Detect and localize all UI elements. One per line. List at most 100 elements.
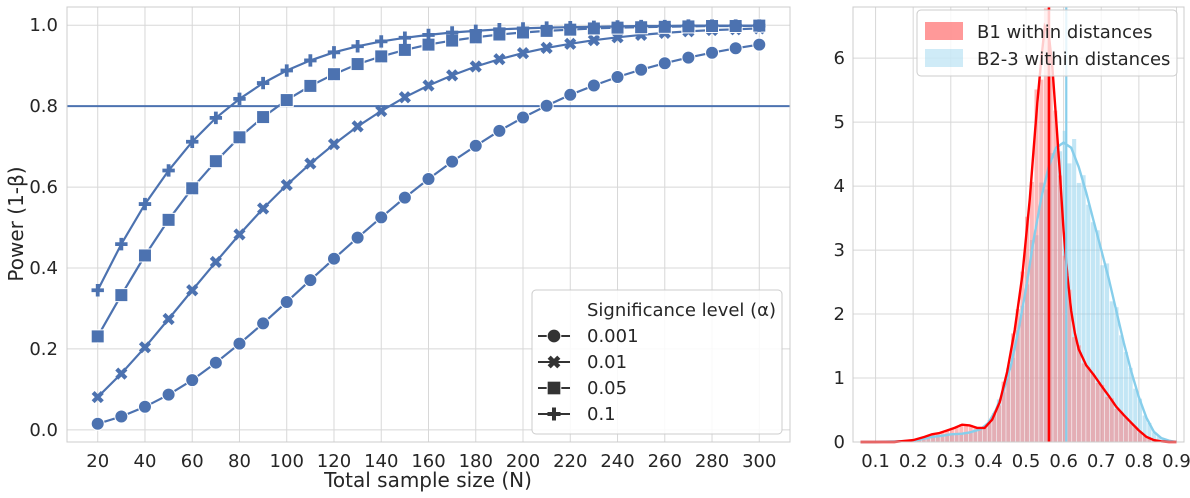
power-data-point [304, 157, 317, 170]
histogram-bar [1128, 422, 1133, 442]
histogram-bar [1095, 382, 1100, 442]
power-data-point [91, 284, 104, 297]
legend-swatch [925, 49, 963, 67]
histogram-x-tick-label: 0.9 [1162, 451, 1190, 472]
histogram-bar [1109, 301, 1114, 442]
power-data-point [208, 154, 223, 169]
power-data-point [114, 409, 129, 424]
histogram-x-tick-label: 0.3 [936, 451, 965, 472]
power-y-tick-label: 1.0 [29, 15, 58, 36]
power-y-tick-label: 0.8 [29, 96, 58, 117]
histogram-bars-b1 [898, 8, 1166, 443]
power-data-point [564, 37, 577, 50]
power-data-point [375, 104, 388, 118]
power-data-point [493, 53, 506, 66]
power-data-point [279, 93, 294, 108]
power-x-tick-label: 160 [411, 451, 445, 472]
legend-label: 0.001 [587, 326, 639, 347]
power-data-point [610, 70, 625, 85]
power-data-point [137, 248, 152, 263]
distance-legend-box [916, 9, 1178, 77]
power-data-point [257, 202, 270, 215]
power-data-point [375, 35, 388, 48]
histogram-x-tick-label: 0.7 [1087, 451, 1116, 472]
power-data-point [137, 399, 152, 414]
power-data-point [209, 255, 222, 269]
power-data-point [563, 87, 578, 102]
histogram-bar [992, 413, 997, 442]
power-data-point [469, 60, 482, 73]
power-data-point [682, 19, 695, 32]
power-x-tick-label: 140 [364, 451, 398, 472]
power-x-tick-label: 120 [317, 451, 351, 472]
histogram-bar [1006, 368, 1011, 442]
histogram-bar [1133, 426, 1138, 442]
histogram-bar [1015, 309, 1020, 442]
power-y-tick-label: 0.0 [29, 420, 58, 441]
histogram-bar [1001, 381, 1006, 442]
histogram-bar [1109, 398, 1114, 442]
power-x-tick-label: 240 [600, 451, 634, 472]
power-x-tick-label: 80 [228, 451, 251, 472]
power-x-tick-label: 100 [270, 451, 304, 472]
power-data-point [326, 67, 341, 82]
histogram-bar [1156, 436, 1161, 442]
distance-legend: B1 within distances B2-3 within distances [916, 9, 1178, 77]
kde-curve-b2-3 [860, 141, 1177, 444]
power-data-point [138, 197, 152, 211]
histogram-bar [1105, 263, 1110, 442]
power-data-point [186, 135, 199, 148]
power-data-point [304, 54, 317, 67]
power-data-point [186, 284, 199, 297]
power-series-0_001 [90, 37, 767, 431]
power-plot-frame [66, 6, 791, 443]
histogram-y-tick-label: 1 [834, 368, 845, 389]
legend-swatch [925, 22, 963, 40]
power-data-point [492, 123, 507, 138]
histogram-bar [1123, 352, 1128, 442]
power-data-point [539, 98, 554, 113]
power-data-point [564, 21, 577, 34]
legend-marker-x [547, 355, 561, 369]
histogram-bar [1081, 363, 1086, 442]
significance-legend-box [531, 289, 783, 435]
power-data-point [516, 22, 530, 35]
legend-label: 0.05 [587, 378, 627, 399]
legend-marker-square [546, 380, 562, 396]
power-data-point [256, 316, 271, 331]
histogram-bar [1152, 432, 1157, 442]
power-curve-panel: 20 40 60 80 100 120 140 160 180 200 220 240 260 280 30… [4, 6, 791, 492]
histogram-bar [940, 432, 945, 442]
histogram-bar [1100, 384, 1105, 442]
power-y-tick-label: 0.4 [29, 258, 58, 279]
power-data-point [540, 21, 553, 34]
power-data-point [586, 78, 601, 93]
histogram-bar [1062, 255, 1067, 442]
power-series-0_01 [91, 22, 766, 404]
power-series [90, 18, 767, 431]
power-data-point [350, 57, 365, 72]
power-x-tick-label: 60 [181, 451, 204, 472]
power-data-point [445, 26, 459, 39]
power-x-tick-label: 200 [506, 451, 540, 472]
power-data-point [185, 373, 200, 388]
power-data-point [279, 294, 294, 309]
power-data-point [91, 390, 104, 404]
legend-label: 0.1 [587, 404, 616, 425]
significance-legend: Significance level (α) 0.001 0.01 0.05 0.1 [531, 289, 783, 435]
histogram-bar [1105, 396, 1110, 442]
power-data-point [657, 56, 672, 71]
power-data-point [256, 110, 271, 125]
power-series-0_1 [91, 19, 766, 297]
histogram-y-tick-label: 2 [834, 304, 845, 325]
power-data-point [634, 19, 648, 33]
histogram-bar [1147, 438, 1152, 442]
power-data-point [752, 37, 767, 52]
histogram-y-tick-label: 0 [834, 432, 845, 453]
histogram-bar [1053, 110, 1058, 442]
histogram-y-tick-label: 4 [834, 176, 845, 197]
histogram-bar [978, 427, 983, 442]
histogram-plot-frame [852, 6, 1185, 443]
power-data-point [587, 20, 601, 34]
